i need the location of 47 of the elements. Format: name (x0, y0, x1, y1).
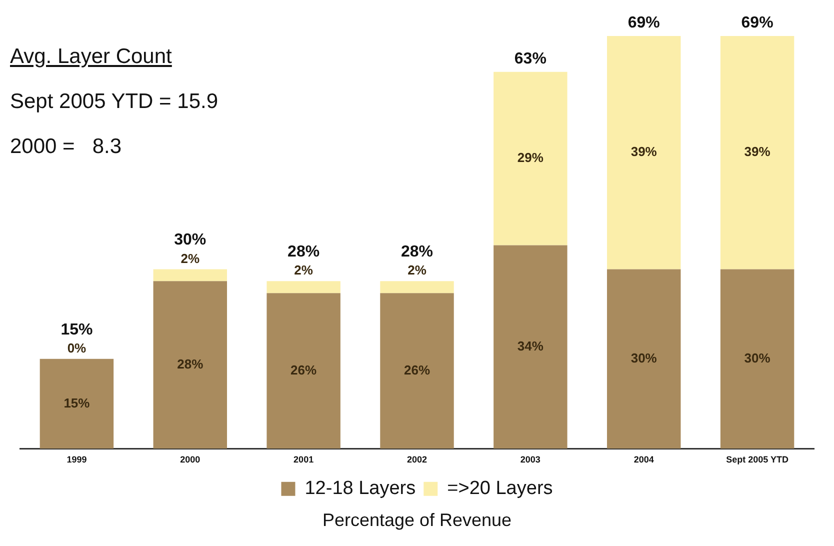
data-label: 39% (744, 144, 771, 160)
total-label: 69% (741, 14, 774, 32)
data-label: 15% (64, 395, 90, 410)
annotation: Sept 2005 YTD = 15.9 (10, 89, 218, 115)
bar (153, 281, 228, 449)
data-label: 30% (630, 350, 658, 366)
data-label: 26% (290, 362, 318, 378)
x-tick-label: 2003 (520, 454, 540, 464)
bar (720, 36, 794, 270)
data-label: 2% (180, 250, 200, 266)
x-axis-title: Percentage of Revenue (322, 510, 512, 530)
data-label: 2% (294, 262, 314, 278)
bar (606, 269, 681, 449)
legend-label: 12-18 Layers (304, 478, 416, 500)
annotation: 2000 = 8.3 (10, 134, 123, 160)
total-label: 69% (628, 14, 660, 32)
x-tick-label: 2000 (180, 454, 200, 464)
data-label: 26% (404, 362, 430, 378)
total-label: 30% (174, 232, 206, 249)
total-label: 63% (514, 50, 546, 68)
data-label: 34% (517, 338, 544, 354)
bar (380, 293, 454, 449)
data-label: 28% (177, 356, 204, 372)
x-tick-label: 2004 (634, 454, 654, 464)
bar (153, 269, 228, 282)
bar (40, 358, 114, 449)
bar (380, 281, 454, 294)
bar (606, 36, 681, 270)
total-label: 15% (60, 321, 93, 338)
data-label: 2% (408, 262, 427, 278)
legend-label: =>20 Layers (447, 478, 553, 500)
bar (266, 281, 340, 294)
bar (494, 245, 568, 449)
bar (266, 293, 340, 449)
data-label: 39% (630, 144, 658, 160)
x-tick-label: 2002 (406, 454, 428, 464)
total-label: 28% (288, 244, 320, 261)
x-tick-label: 2001 (294, 454, 314, 464)
x-tick-label: Sept 2005 YTD (726, 454, 789, 464)
annotation: Avg. Layer Count (10, 44, 173, 70)
bar (494, 72, 568, 246)
bar (720, 269, 794, 449)
data-label: 0% (67, 340, 87, 356)
x-tick-label: 1999 (66, 454, 87, 464)
data-label: 30% (744, 350, 771, 366)
data-label: 29% (517, 150, 544, 166)
total-label: 28% (400, 244, 434, 261)
